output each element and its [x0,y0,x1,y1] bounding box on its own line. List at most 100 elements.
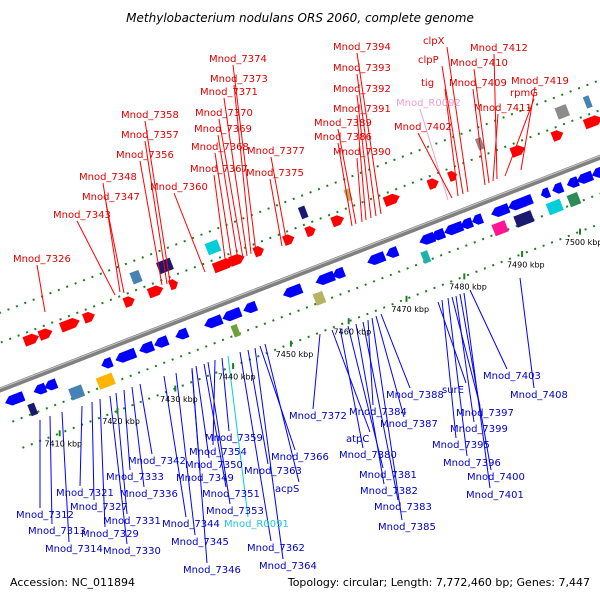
label-leader-line [259,345,296,451]
reverse-gene-arrow [16,391,26,403]
ruler-tick [58,430,61,437]
reverse-gene-label: Mnod_7329 [81,529,139,540]
label-leader-line [519,277,535,389]
reverse-gene-arrow [444,221,465,236]
reverse-feature-box [27,402,39,417]
label-leader-line [214,152,233,263]
label-leader-line [446,46,469,193]
label-leader-line [444,88,459,197]
reverse-gene-arrow [566,176,580,188]
reverse-gene-arrow [576,170,595,184]
forward-gene-label: Mnod_7368 [191,142,249,153]
label-leader-line [91,401,95,501]
forward-feature-box [582,95,593,109]
reverse-feature-box [491,220,509,237]
label-leader-line [437,301,467,384]
forward-gene-arrow [37,328,53,341]
ruler-tick [521,251,524,257]
reverse-feature-box [230,324,241,338]
label-leader-line [99,398,106,528]
reverse-gene-label: Mnod_7314 [45,544,103,555]
forward-gene-label: Mnod_7410 [450,58,508,69]
ruler-tick-label: 7480 kbp [449,283,487,292]
label-leader-line [233,84,252,255]
forward-gene-arrow [304,226,316,238]
reverse-gene-label: Mnod_7321 [56,488,114,499]
forward-gene-arrow [228,254,245,267]
forward-gene-label: Mnod_7373 [210,74,268,85]
forward-feature-box [129,269,143,285]
genome-title: Methylobacterium nodulans ORS 2060, comp… [126,11,474,25]
reverse-gene-arrow [101,357,114,369]
forward-gene-label: tig [421,78,434,89]
forward-gene-arrow [59,318,80,333]
label-leader-line [61,411,70,543]
forward-gene-label: Mnod_7419 [511,76,569,87]
forward-gene-label: Mnod_7326 [13,254,71,265]
ruler-tick-label: 7460 kbp [334,328,372,337]
reverse-gene-label: Mnod_7387 [380,419,438,430]
reverse-gene-label: surE [442,385,464,396]
ruler-tick-label: 7490 kbp [507,260,545,269]
forward-gene-label: Mnod_7377 [247,146,305,157]
forward-gene-arrow [82,311,95,324]
label-leader-line [247,349,269,465]
label-leader-line [337,142,353,227]
reverse-feature-box [95,372,116,390]
label-leader-line [339,327,364,449]
reverse-gene-label: Mnod_7363 [244,466,302,477]
label-leader-line [232,64,257,253]
ruler-tick [116,407,119,414]
reverse-feature-box [68,384,86,401]
forward-gene-label: clpP [418,55,439,66]
label-leader-line [455,295,475,423]
label-leader-line [520,86,536,171]
label-leader-line [223,97,248,257]
forward-feature-box [297,205,309,220]
forward-gene-arrow [122,296,135,308]
topology-text: Topology: circular; Length: 7,772,460 bp… [287,576,590,589]
reverse-gene-label: Mnod_7385 [378,522,436,533]
label-leader-line [447,297,468,457]
label-leader-line [417,132,453,199]
forward-gene-arrow [426,178,439,190]
reverse-gene-label: Mnod_7353 [206,506,264,517]
reverse-gene-arrow [419,231,437,245]
forward-gene-label: clpX [423,36,445,47]
reverse-gene-arrow [154,335,170,348]
genome-backbone-highlight [0,155,600,390]
bottom-gene-labels: Mnod_7312 Mnod_7313 Mnod_7314 Mnod_7321 Mnod… [16,371,568,576]
reverse-gene-label: Mnod_7330 [103,546,161,557]
forward-gene-label: Mnod_7409 [449,78,507,89]
label-leader-line [269,178,283,247]
label-leader-line [356,94,372,219]
track-guide-line [0,109,600,344]
reverse-gene-label: Mnod_7349 [176,473,234,484]
reverse-gene-arrow [519,194,534,206]
forward-gene-label: Mnod_7371 [200,87,258,98]
reverse-gene-label: Mnod_R0091 [224,519,289,530]
reverse-gene-label: Mnod_7346 [183,565,241,576]
forward-gene-arrow [211,258,234,274]
reverse-gene-label: Mnod_7400 [467,472,525,483]
reverse-gene-label: Mnod_7384 [349,407,407,418]
label-leader-line [451,296,481,407]
label-leader-line [375,315,405,418]
label-leader-line [163,375,187,518]
forward-gene-label: Mnod_7356 [116,150,174,161]
forward-gene-label: Mnod_7390 [333,147,391,158]
label-leader-line [492,113,499,182]
forward-gene-arrow [330,215,345,228]
reverse-gene-arrow [283,283,304,298]
reverse-gene-arrow [315,270,336,285]
reverse-gene-arrow [460,217,474,230]
reverse-feature-box [566,192,582,208]
label-leader-line [356,114,367,221]
reverse-gene-arrow [222,307,243,322]
reverse-gene-label: Mnod_7342 [128,456,186,467]
label-leader-line [367,319,374,406]
label-leader-line [493,53,498,180]
label-leader-line [239,351,272,542]
reverse-gene-label: atpC [346,434,369,445]
